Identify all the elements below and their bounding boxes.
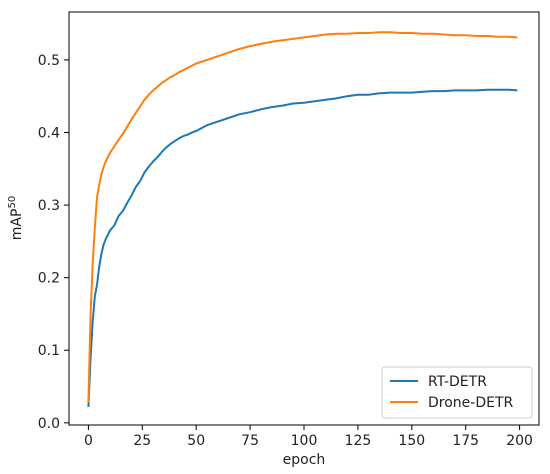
x-tick-label: 175 xyxy=(452,433,479,449)
legend-label-drone-detr: Drone-DETR xyxy=(428,395,514,411)
legend: RT-DETR Drone-DETR xyxy=(381,366,533,419)
tick-layer: 0 25 50 75 100 125 150 175 200 0.0 0.1 0.2 0.3 0.4 0.5 xyxy=(38,53,533,449)
y-tick-label: 0.2 xyxy=(38,271,60,287)
y-tick-label: 0.5 xyxy=(38,53,60,69)
y-tick-label: 0.4 xyxy=(38,125,60,141)
x-tick-label: 150 xyxy=(398,433,425,449)
y-tick-label: 0.3 xyxy=(38,198,60,214)
y-axis-label-superscript: 50 xyxy=(7,196,18,209)
x-tick-label: 25 xyxy=(133,433,151,449)
y-axis-label: mAP50 xyxy=(7,196,25,240)
x-tick-label: 200 xyxy=(506,433,533,449)
x-tick-label: 50 xyxy=(187,433,205,449)
x-tick-label: 100 xyxy=(291,433,318,449)
x-tick-label: 0 xyxy=(84,433,93,449)
x-tick-label: 75 xyxy=(241,433,259,449)
series-line-rt-detr xyxy=(87,88,518,407)
series-layer xyxy=(87,31,518,407)
y-axis-label-main: mAP xyxy=(9,209,25,241)
y-tick-label: 0.0 xyxy=(38,416,60,432)
legend-box xyxy=(381,366,533,419)
series-line-drone-detr xyxy=(87,31,518,403)
legend-label-rt-detr: RT-DETR xyxy=(428,374,487,390)
x-tick-label: 125 xyxy=(345,433,372,449)
x-axis-label: epoch xyxy=(283,452,326,468)
y-tick-label: 0.1 xyxy=(38,343,60,359)
